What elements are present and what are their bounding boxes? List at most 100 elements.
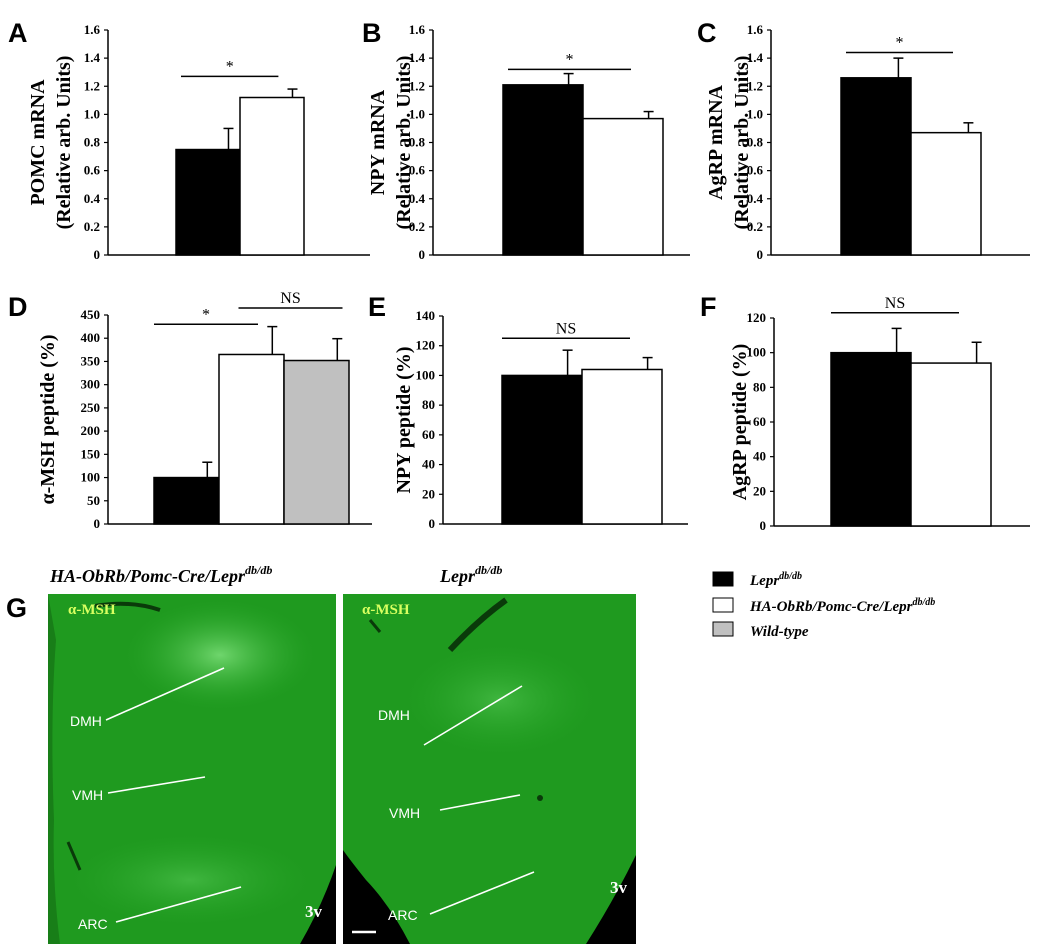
legend-superscript: db/db (779, 571, 802, 582)
significance-label: * (566, 51, 574, 68)
y-tick-label: 0 (419, 247, 426, 262)
y-tick-label: 1.2 (747, 78, 763, 93)
y-tick-label: 60 (422, 427, 435, 442)
arc-fluorescence (70, 835, 310, 925)
significance-label: * (202, 306, 210, 323)
y-tick-label: 0 (429, 516, 436, 531)
chart-panel-e: E NPY peptide (%) 0 20 40 60 80 100 120 140 NS (368, 292, 688, 531)
ventricle-label-left: 3v (305, 902, 323, 921)
third-ventricle (596, 870, 636, 944)
significance-label: NS (885, 295, 905, 312)
y-tick-label: 1.2 (84, 78, 100, 93)
chart-panel-b: B NPY mRNA (Relative arb. Units) 0 0.2 0.4 0.6… (362, 18, 690, 262)
chart-panel-f: F AgRP peptide (%) 0 20 40 60 80 100 120 NS (700, 292, 1030, 533)
y-axis-label: α-MSH peptide (%) (37, 334, 59, 504)
blood-vessel (94, 601, 161, 612)
legend-item-lepr: Leprdb/db (712, 571, 802, 589)
y-tick-label: 1.6 (747, 22, 764, 37)
y-tick-label: 120 (416, 338, 436, 353)
y-tick-label: 0.2 (747, 219, 763, 234)
micrograph-right (343, 594, 636, 944)
bar (910, 131, 982, 256)
y-axis-label: NPY peptide (%) (393, 346, 415, 493)
y-tick-label: 40 (422, 457, 435, 472)
blood-vessel (447, 597, 508, 653)
y-tick-label: 0.6 (84, 163, 101, 178)
micrograph-left (48, 594, 336, 944)
bar (582, 117, 664, 256)
panel-label-d: D (8, 292, 28, 322)
third-ventricle (306, 872, 336, 944)
y-tick-label: 0.6 (409, 163, 426, 178)
bar (153, 476, 220, 525)
y-tick-label: 1.2 (409, 78, 425, 93)
y-tick-label: 0.4 (409, 191, 426, 206)
y-tick-label: 1.4 (84, 50, 101, 65)
legend-swatch-white (712, 597, 734, 613)
y-tick-label: 450 (81, 307, 101, 322)
panel-label-c: C (697, 18, 717, 48)
bar (218, 353, 285, 525)
significance-label: NS (556, 320, 576, 337)
significance-label: * (226, 58, 234, 75)
bar (581, 368, 663, 525)
bar (239, 96, 305, 256)
y-tick-label: 80 (422, 397, 435, 412)
y-tick-label: 1.4 (747, 50, 764, 65)
y-axis-label: POMC mRNA (27, 79, 49, 206)
y-tick-label: 1.0 (747, 106, 763, 121)
dmh-fluorescence (125, 600, 315, 710)
y-tick-label: 0.8 (747, 135, 764, 150)
legend-label: Lepr (749, 573, 779, 589)
y-tick-label: 350 (81, 353, 101, 368)
y-tick-label: 1.0 (84, 106, 100, 121)
y-tick-label: 0.4 (84, 191, 101, 206)
y-tick-label: 0.8 (409, 135, 426, 150)
panel-label-a: A (8, 18, 28, 48)
svg-text:HA-ObRb/Pomc-Cre/Leprdb/db: HA-ObRb/Pomc-Cre/Leprdb/db (749, 597, 935, 615)
legend-swatch-gray (712, 621, 734, 637)
y-tick-label: 140 (416, 308, 436, 323)
legend-item-wild-type: Wild-type (712, 621, 809, 640)
y-tick-label: 20 (422, 486, 435, 501)
y-tick-label: 1.0 (409, 106, 425, 121)
bar-charts: A POMC mRNA (Relative arb. Units) 0 0.2 0.4 0.… (8, 18, 1030, 533)
bar (502, 84, 584, 256)
chart-panel-a: A POMC mRNA (Relative arb. Units) 0 0.2 0.4 0.… (8, 18, 370, 262)
region-label-arc-right: ARC (388, 907, 418, 923)
y-tick-label: 100 (416, 367, 436, 382)
stain-label-left: α-MSH (68, 602, 116, 618)
bar (175, 148, 241, 256)
significance-label: NS (280, 290, 300, 307)
y-tick-label: 0 (94, 516, 101, 531)
y-tick-label: 0.6 (747, 163, 764, 178)
y-tick-label: 0.2 (84, 219, 100, 234)
significance-label: * (896, 35, 904, 52)
y-tick-label: 60 (753, 414, 766, 429)
panel-label-e: E (368, 292, 386, 322)
legend-label: HA-ObRb/Pomc-Cre/Lepr (749, 599, 913, 615)
y-tick-label: 50 (87, 493, 100, 508)
y-tick-label: 0.2 (409, 219, 425, 234)
y-axis-label: NPY mRNA (367, 89, 389, 195)
bar (910, 362, 992, 527)
y-tick-label: 1.6 (409, 22, 426, 37)
y-axis-label: (Relative arb. Units) (53, 56, 75, 230)
y-tick-label: 0 (94, 247, 101, 262)
panel-label-b: B (362, 18, 382, 48)
micrograph-title-right: Leprdb/db (439, 563, 502, 586)
legend-superscript: db/db (912, 597, 935, 608)
y-tick-label: 0.8 (84, 135, 101, 150)
svg-text:Leprdb/db: Leprdb/db (749, 571, 802, 589)
y-tick-label: 200 (81, 423, 101, 438)
legend-swatch-black (712, 571, 734, 587)
region-label-vmh-right: VMH (389, 805, 420, 821)
micrograph-title-left: HA-ObRb/Pomc-Cre/Leprdb/db (49, 563, 272, 586)
y-axis-label: AgRP peptide (%) (729, 344, 751, 501)
y-tick-label: 0.4 (747, 191, 764, 206)
y-tick-label: 250 (81, 400, 101, 415)
region-label-dmh-left: DMH (70, 713, 102, 729)
region-label-arc-left: ARC (78, 916, 108, 932)
y-tick-label: 0 (757, 247, 764, 262)
